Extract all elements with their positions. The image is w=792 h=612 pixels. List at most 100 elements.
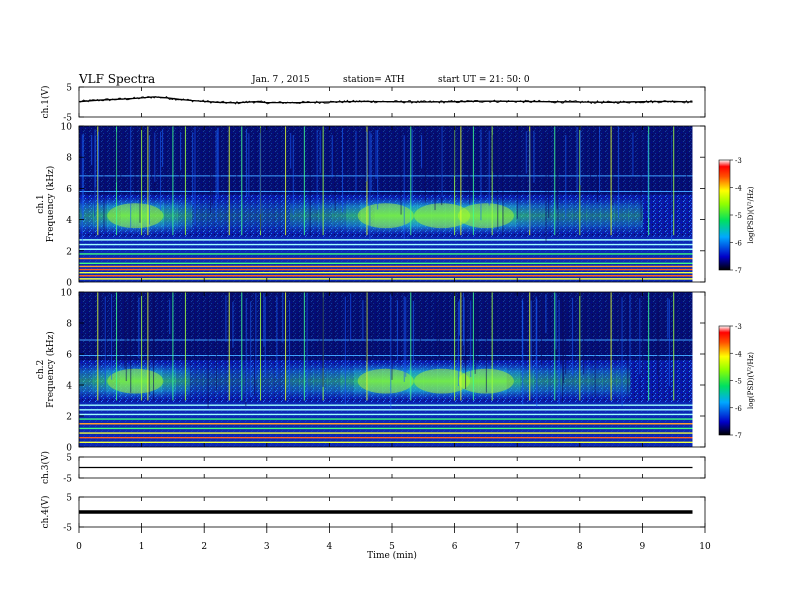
ch1-spectrogram-ylabel: ch.1 bbox=[36, 194, 46, 213]
ch2-spectrogram-band-seg bbox=[299, 361, 314, 401]
colorbar-1 bbox=[718, 159, 731, 271]
ch3-waveform-ylabel: ch.3(V) bbox=[40, 451, 51, 484]
ch2-spectrogram-band-seg bbox=[368, 361, 383, 401]
ch1-spectrogram-band-seg bbox=[233, 196, 249, 236]
ch1-spectrogram-band-seg bbox=[445, 196, 460, 236]
x-tick-label: 9 bbox=[640, 542, 646, 552]
colorbar-label: log(PSD)(V²/Hz) bbox=[747, 186, 755, 243]
ch2-spectrogram-ytick-label: 2 bbox=[66, 413, 72, 423]
ch1-spectrogram-band-peak bbox=[457, 203, 514, 229]
colorbar-tick-label: -6 bbox=[735, 240, 742, 248]
ch2-spectrogram-ytick-label: 6 bbox=[66, 351, 72, 361]
x-tick-label: 8 bbox=[577, 542, 583, 552]
x-tick-label: 6 bbox=[452, 542, 458, 552]
x-tick-label: 3 bbox=[264, 542, 270, 552]
ch1-spectrogram-band-seg bbox=[459, 196, 474, 236]
ch2-spectrogram-band-peak bbox=[107, 368, 164, 394]
ch1-spectrogram-ytick-label: 10 bbox=[61, 123, 73, 133]
ch1-spectrogram-band-seg bbox=[219, 196, 235, 236]
ch2-spectrogram-band-seg bbox=[106, 361, 121, 401]
colorbar-tick-label: -3 bbox=[735, 323, 742, 331]
ch2-spectrogram-band-seg bbox=[395, 361, 411, 401]
ch4-waveform-ylabel: ch.4(V) bbox=[40, 496, 51, 529]
ch2-spectrogram-band-peak bbox=[414, 368, 471, 394]
ch2-spectrogram-band-seg bbox=[381, 361, 397, 401]
ch2-spectrogram-ylabel: Frequency (kHz) bbox=[45, 331, 56, 408]
x-tick-label: 10 bbox=[699, 542, 711, 552]
ch2-spectrogram-band-seg bbox=[574, 361, 590, 401]
ch3-waveform-ytick-label: 5 bbox=[66, 454, 72, 464]
ch1-spectrogram-band-seg bbox=[318, 196, 334, 236]
colorbar-tick-label: -4 bbox=[735, 185, 742, 193]
ch2-spectrogram-band-seg bbox=[79, 361, 94, 401]
ch2-spectrogram-band-seg bbox=[354, 361, 369, 401]
ch1-spectrogram-band-seg bbox=[557, 196, 573, 236]
ch2-spectrogram-band-seg bbox=[313, 361, 328, 401]
ch2-spectrogram-band-seg bbox=[505, 361, 521, 401]
ch1-spectrogram-band-seg bbox=[614, 196, 629, 236]
ch1-spectrogram-band-seg bbox=[529, 196, 545, 236]
ch1-spectrogram-ytick-label: 2 bbox=[66, 247, 72, 257]
ch2-spectrogram-ylabel: ch.2 bbox=[36, 360, 46, 379]
ch2-spectrogram-low-region bbox=[79, 402, 693, 447]
ch1-spectrogram-band-seg bbox=[628, 196, 643, 236]
ch2-spectrogram-empty bbox=[692, 292, 705, 447]
ch2-spectrogram-band-seg bbox=[437, 361, 452, 401]
ch1-spectrogram-band-seg bbox=[515, 196, 531, 236]
ch1-spectrogram-band-seg bbox=[121, 196, 136, 236]
ch2-spectrogram-band-seg bbox=[92, 361, 108, 401]
ch1-spectrogram-band-seg bbox=[417, 196, 432, 236]
ch1-spectrogram-band-peak bbox=[357, 203, 414, 229]
ch1-spectrogram-band-seg bbox=[191, 196, 207, 236]
ch1-spectrogram-upper-region bbox=[79, 126, 693, 195]
ch2-spectrogram-upper-region bbox=[79, 292, 693, 361]
ch1-spectrogram-ytick-label: 6 bbox=[66, 185, 72, 195]
colorbar-tick-label: -6 bbox=[735, 405, 742, 413]
ch4-waveform-ytick-label: 5 bbox=[66, 494, 72, 504]
ch1-waveform-noise bbox=[78, 95, 693, 105]
ch1-spectrogram-band-seg bbox=[304, 196, 319, 236]
ch2-spectrogram-band-seg bbox=[147, 361, 163, 401]
ch2-spectrogram-band-seg bbox=[271, 361, 287, 401]
ch1-spectrogram-ytick-label: 0 bbox=[66, 279, 72, 289]
colorbar-tick-label: -5 bbox=[735, 378, 742, 386]
ch1-spectrogram-band-seg bbox=[248, 196, 263, 236]
ch2-spectrogram-band-seg bbox=[423, 361, 438, 401]
ch2-spectrogram-band-seg bbox=[409, 361, 424, 401]
ch2-spectrogram-band-seg bbox=[202, 361, 218, 401]
colorbar-tick-label: -4 bbox=[735, 350, 742, 358]
colorbar-tick-label: -3 bbox=[735, 157, 742, 165]
ch1-spectrogram-band-seg bbox=[571, 196, 587, 236]
ch1-spectrogram-band-seg bbox=[290, 196, 305, 236]
ch1-spectrogram-band-peak bbox=[414, 203, 471, 229]
ch1-spectrogram-ytick-label: 4 bbox=[66, 216, 72, 226]
ch1-spectrogram-ylabel: Frequency (kHz) bbox=[45, 166, 56, 243]
ch2-spectrogram-band-seg bbox=[285, 361, 300, 401]
ch2-spectrogram-band-peak bbox=[357, 368, 414, 394]
ch2-spectrogram-band-seg bbox=[175, 361, 190, 401]
ch1-spectrogram-band-seg bbox=[402, 196, 418, 236]
ch4-waveform-ytick-label: -5 bbox=[63, 524, 72, 534]
ch2-spectrogram-band-seg bbox=[588, 361, 603, 401]
ch1-waveform-ytick-label: 5 bbox=[66, 84, 72, 94]
colorbar-2 bbox=[718, 325, 731, 436]
ch2-spectrogram-band-seg bbox=[616, 361, 631, 401]
ch2-spectrogram-ytick-label: 8 bbox=[66, 320, 72, 330]
ch1-waveform-ytick-label: -5 bbox=[63, 114, 72, 124]
ch2-spectrogram-band-seg bbox=[478, 361, 493, 401]
colorbar-tick-label: -5 bbox=[735, 212, 742, 220]
ch1-spectrogram-band-seg bbox=[79, 196, 94, 236]
x-tick-label: 5 bbox=[389, 542, 395, 552]
ch1-spectrogram-band-peak bbox=[107, 203, 164, 229]
colorbar-tick-label: -7 bbox=[735, 267, 742, 275]
ch1-spectrogram-band-seg bbox=[487, 196, 503, 236]
ch1-spectrogram-band-seg bbox=[332, 196, 348, 236]
ch2-spectrogram-ytick-label: 0 bbox=[66, 444, 72, 454]
ch1-spectrogram-band-seg bbox=[586, 196, 601, 236]
ch2-spectrogram-band-seg bbox=[189, 361, 204, 401]
colorbar-tick-label: -7 bbox=[735, 432, 742, 440]
ch2-spectrogram-band-seg bbox=[533, 361, 548, 401]
x-tick-label: 4 bbox=[327, 542, 333, 552]
ch1-spectrogram-band-seg bbox=[276, 196, 291, 236]
